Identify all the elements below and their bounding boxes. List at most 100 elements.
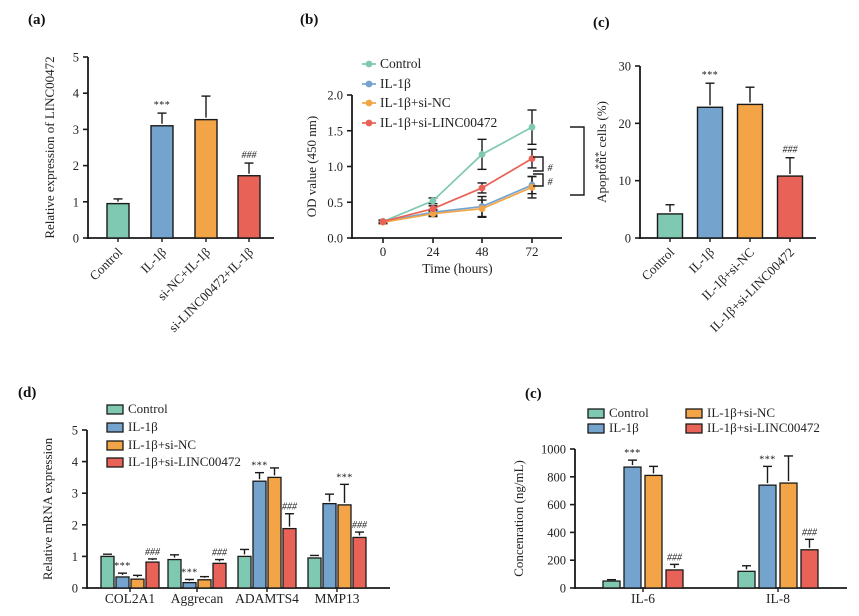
significance-marker: *** [181,567,198,578]
significance-marker: *** [336,472,353,483]
y-tick-label: 3 [73,123,79,137]
bar [237,555,252,589]
legend-label: IL-1β+si-NC [128,437,196,452]
bar [150,125,174,239]
y-tick-label: 10 [619,174,632,188]
x-category-label: ADAMTS4 [235,591,299,606]
bar [167,558,182,589]
y-tick-label: 0 [560,582,566,596]
legend-marker [365,99,373,107]
x-tick-label: 72 [526,244,539,259]
legend-label: Control [380,56,422,71]
significance-marker: *** [702,70,719,81]
y-tick-label: 0.0 [327,232,343,246]
legend-label: IL-1β+si-LINC00472 [380,115,497,130]
bar [182,581,197,589]
legend-label: IL-1β [128,419,158,434]
x-category-label: IL-1β [686,244,718,276]
x-category-label: COL2A1 [105,591,155,606]
bar [282,527,297,589]
y-tick-label: 4 [73,87,80,101]
x-tick-label: 48 [476,244,489,259]
bar [252,480,267,589]
significance-marker: *** [114,561,131,572]
panel-a-label: (a) [28,12,46,28]
sig-bracket-small [533,173,544,187]
bar [776,175,804,239]
bar [644,474,663,589]
significance-marker: ### [242,150,258,161]
bar [758,484,777,589]
bar [665,569,684,589]
bar [237,175,261,239]
y-tick-label: 400 [547,526,566,540]
bar [307,557,322,589]
x-tick-label: 24 [427,244,441,259]
significance-marker: ### [352,520,368,531]
data-point [528,155,536,163]
bar [106,202,130,239]
y-tick-label: 4 [72,455,79,469]
legend-label: IL-1β [609,420,639,435]
significance-marker: *** [251,461,268,472]
y-axis-title: OD value (450 nm) [304,116,319,217]
bar [267,476,282,589]
y-tick-label: 2.0 [327,89,343,103]
significance-marker: ### [145,547,161,558]
data-point [528,183,536,191]
y-tick-label: 0.5 [327,196,343,210]
legend-swatch [106,457,124,468]
y-tick-label: 20 [619,117,632,131]
y-tick-label: 1.5 [327,124,343,138]
significance-marker: ### [802,527,818,538]
bar [800,549,819,589]
bar [623,466,642,589]
x-category-label: si-LINC00472+IL-1β [166,244,257,335]
legend-marker [365,60,373,68]
data-point [379,218,387,225]
bar [737,570,756,589]
bar [736,103,764,239]
y-tick-label: 1.0 [327,160,343,174]
bar [145,561,160,589]
bar [115,576,130,589]
y-tick-label: 1000 [541,443,566,457]
significance-marker: ### [783,145,799,156]
significance-marker: *** [759,454,776,465]
panel-e-chart: 0 200 400 600 800 1000 Concenration (ng/mL) IL-… [511,405,847,606]
legend-label: Control [609,405,649,420]
data-point [478,205,486,213]
y-axis-title: Relative mRNA expression [40,437,55,580]
data-point [528,123,536,131]
bar [322,502,337,589]
y-tick-label: 0 [625,232,631,246]
legend-swatch [106,404,124,415]
y-tick-label: 800 [547,470,566,484]
legend-swatch [685,423,703,434]
y-tick-label: 5 [73,51,79,65]
bar [656,213,684,239]
panel-c-label: (c) [593,15,610,31]
data-point [429,205,437,213]
sig-bracket-small [533,156,544,172]
legend-swatch [587,423,605,434]
significance-marker: ### [667,552,683,563]
significance-marker: *** [154,100,171,111]
significance-marker: # [548,163,554,174]
x-category-label: Control [638,244,677,283]
y-tick-label: 600 [547,498,566,512]
data-point [478,150,486,158]
x-category-label: IL-8 [766,591,790,606]
bar [602,580,621,589]
data-line [382,184,533,223]
bar [352,536,367,589]
y-tick-label: 0 [73,232,79,246]
legend-marker [365,119,373,127]
legend-swatch [106,440,124,451]
legend-swatch [685,408,703,419]
y-axis-title: Concenration (ng/mL) [511,460,526,577]
y-tick-label: 1 [73,195,79,209]
significance-marker: ### [212,548,228,559]
legend-marker [365,80,373,88]
x-tick-label: 0 [380,244,387,259]
